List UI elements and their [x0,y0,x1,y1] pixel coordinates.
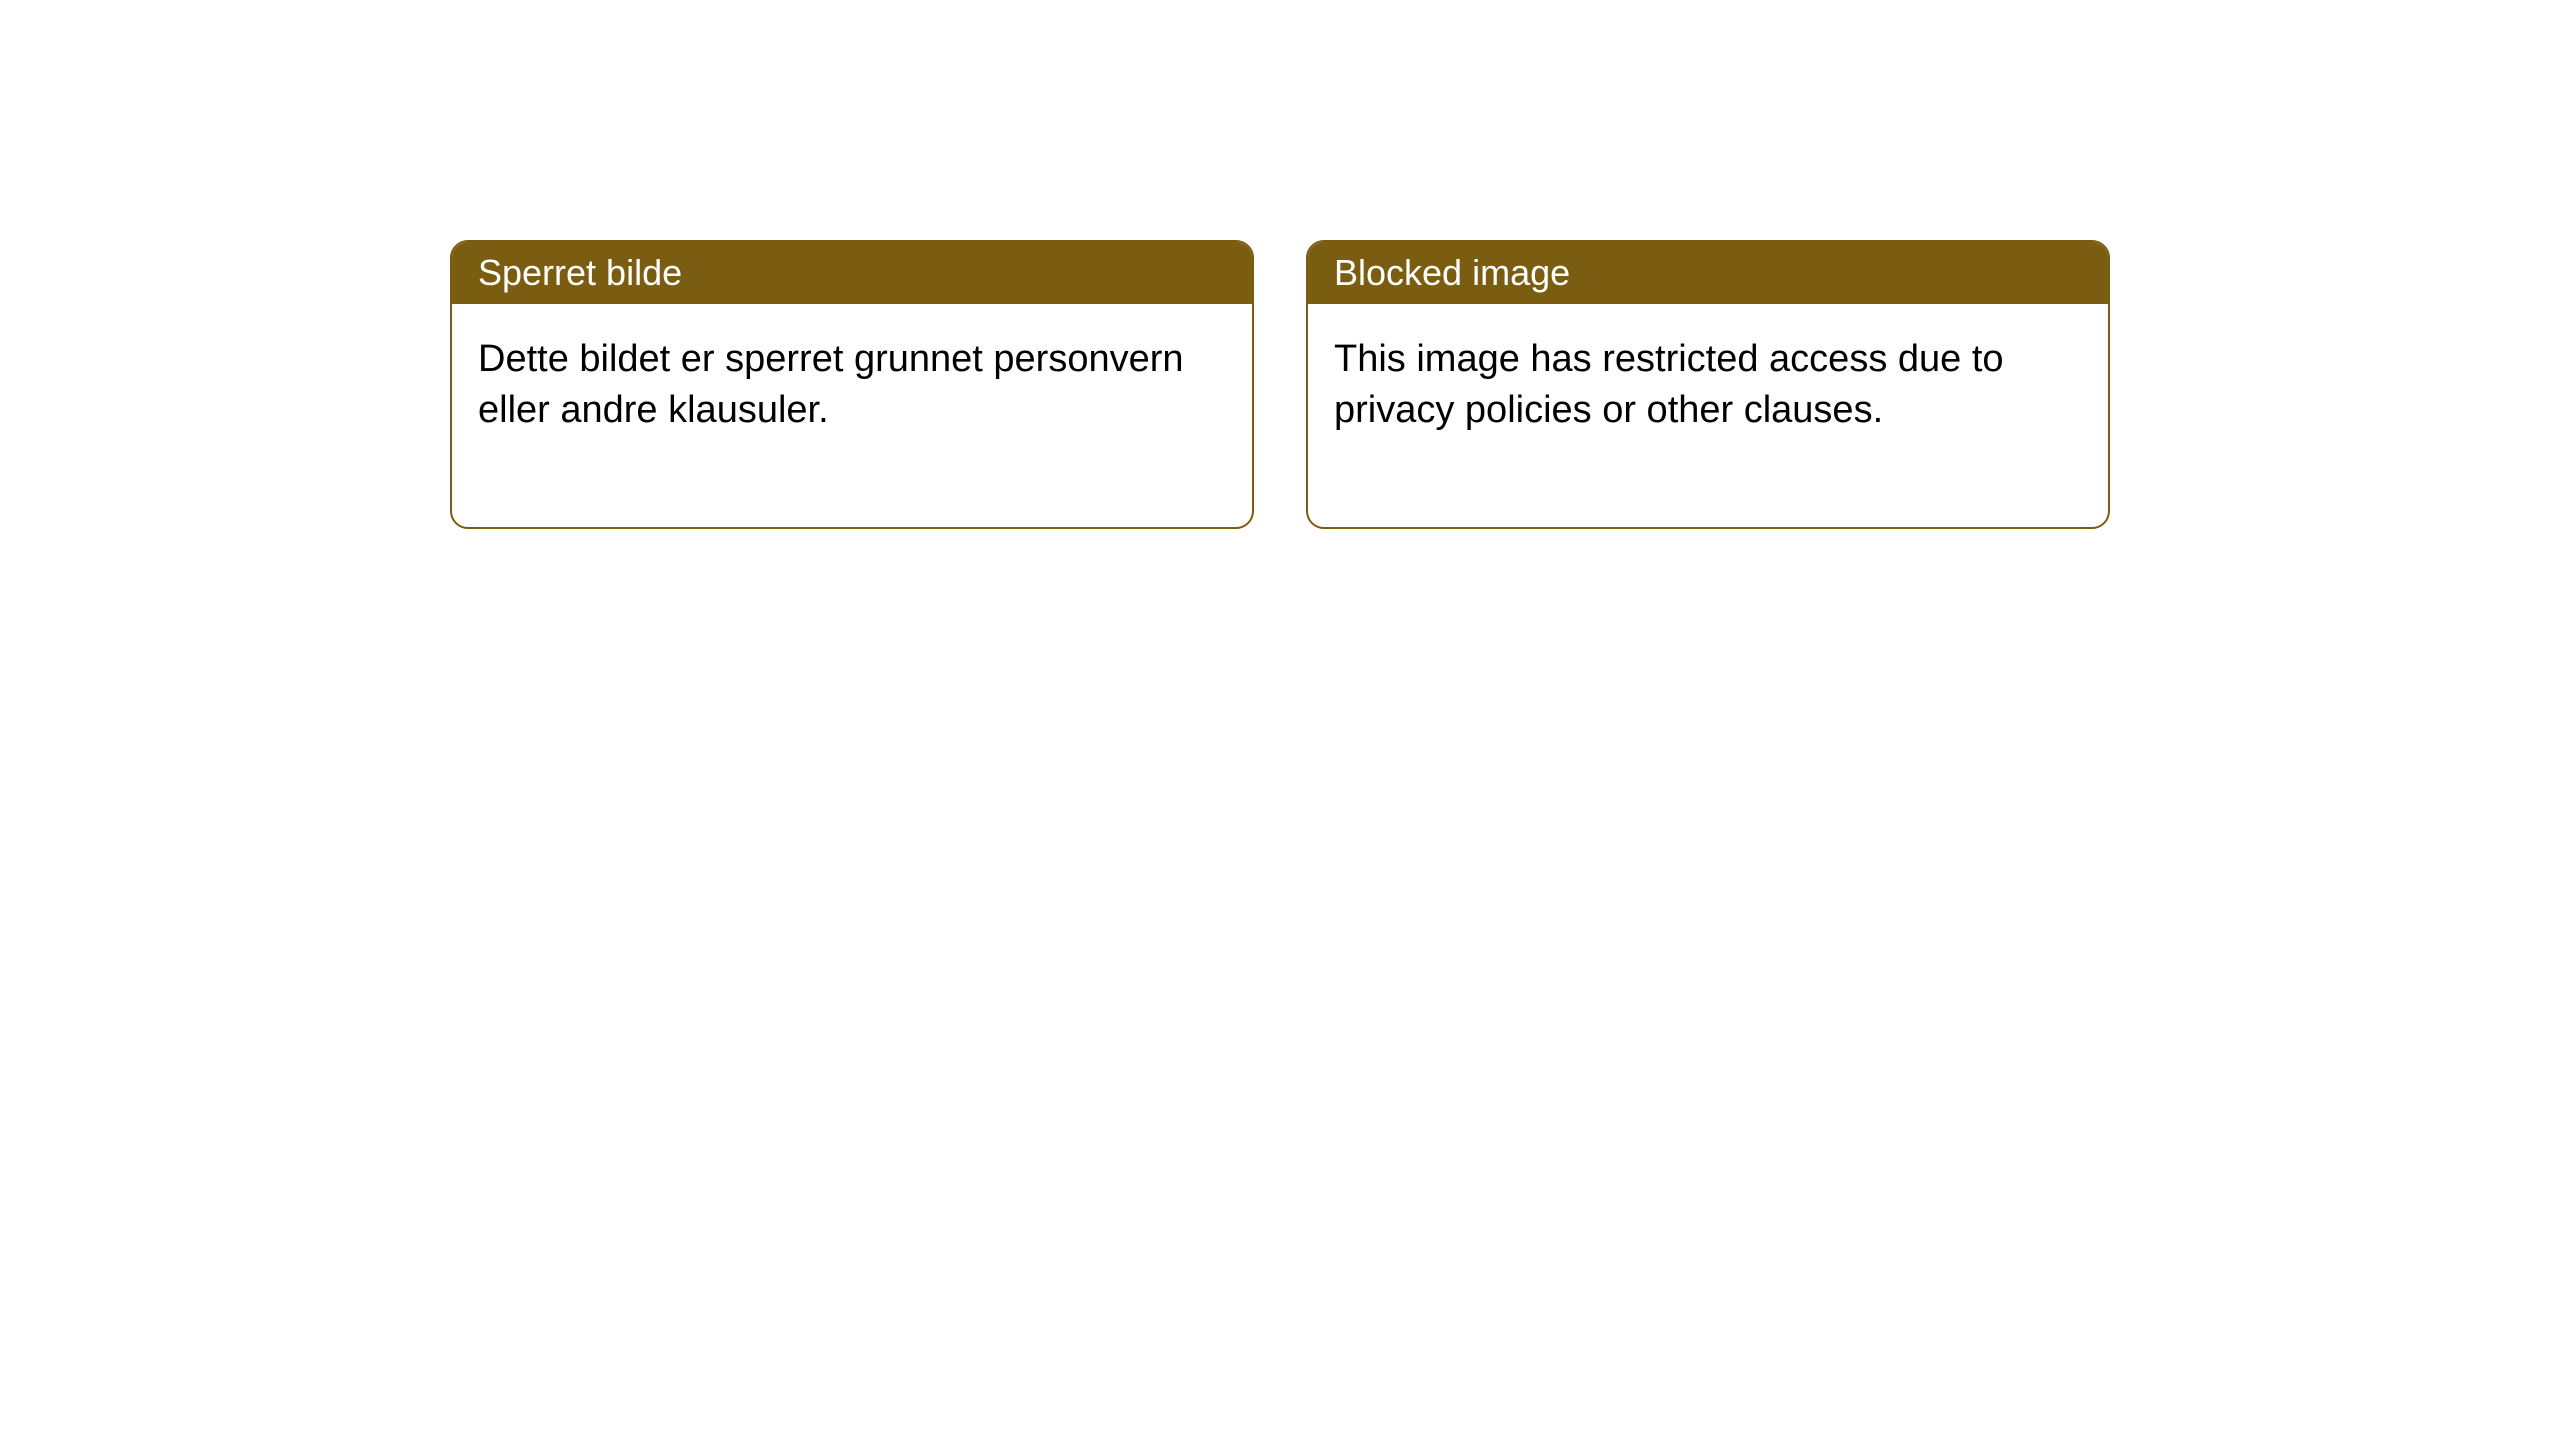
notice-title: Blocked image [1308,242,2108,304]
notice-body: This image has restricted access due to … [1308,304,2108,527]
notice-title: Sperret bilde [452,242,1252,304]
notices-container: Sperret bilde Dette bildet er sperret gr… [0,0,2560,529]
notice-card-english: Blocked image This image has restricted … [1306,240,2110,529]
notice-body: Dette bildet er sperret grunnet personve… [452,304,1252,527]
notice-card-norwegian: Sperret bilde Dette bildet er sperret gr… [450,240,1254,529]
